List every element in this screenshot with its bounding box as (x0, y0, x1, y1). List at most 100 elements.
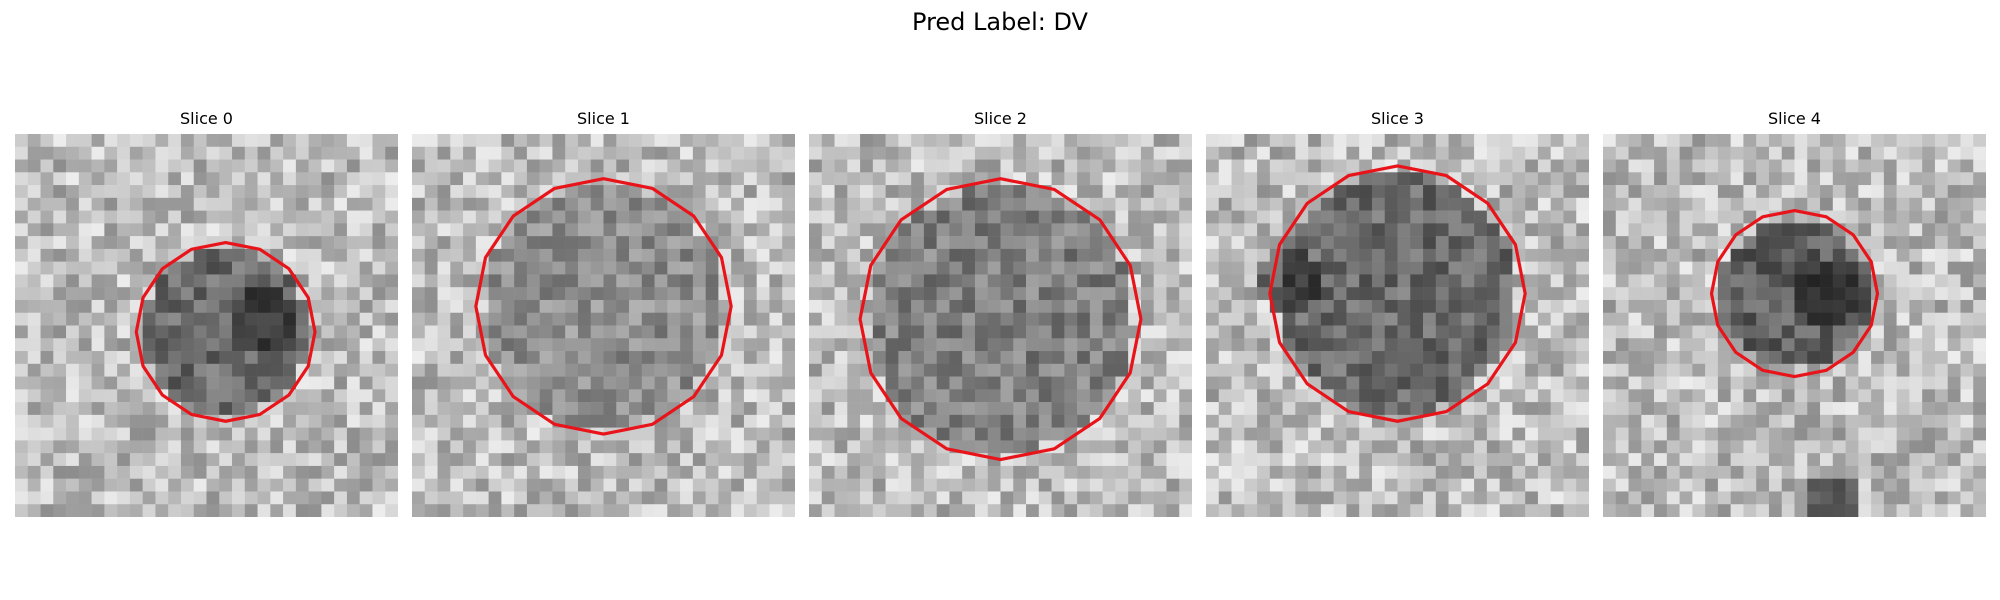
pixel (1269, 363, 1283, 377)
pixel (1896, 210, 1910, 224)
pixel (1000, 440, 1014, 454)
pixel (1781, 197, 1795, 211)
pixel (142, 223, 156, 237)
pixel (1115, 223, 1129, 237)
pixel (1832, 248, 1846, 262)
pixel (1486, 402, 1500, 416)
pixel (526, 440, 540, 454)
pixel (27, 376, 41, 390)
pixel (1269, 465, 1283, 479)
pixel (1499, 376, 1513, 390)
pixel (1295, 414, 1309, 428)
pixel (526, 312, 540, 326)
pixel (692, 325, 706, 339)
pixel (1371, 287, 1385, 301)
pixel (987, 185, 1001, 199)
pixel (244, 427, 258, 441)
pixel (488, 338, 502, 352)
pixel (872, 504, 886, 517)
pixel (1218, 414, 1232, 428)
pixel (193, 325, 207, 339)
pixel (1295, 338, 1309, 352)
pixel (1525, 299, 1539, 313)
pixel (1128, 453, 1142, 467)
pixel (834, 440, 848, 454)
pixel (180, 338, 194, 352)
pixel (1883, 248, 1897, 262)
pixel (27, 504, 41, 517)
pixel (1423, 134, 1437, 148)
pixel (219, 197, 233, 211)
pixel (372, 172, 386, 186)
pixel (1474, 325, 1488, 339)
pixel (1960, 389, 1974, 403)
pixel (1089, 440, 1103, 454)
pixel (219, 351, 233, 365)
pixel (1461, 287, 1475, 301)
pixel (450, 376, 464, 390)
pixel (1603, 197, 1617, 211)
pixel (872, 338, 886, 352)
pixel (1474, 274, 1488, 288)
pixel (1820, 134, 1834, 148)
pixel (1947, 223, 1961, 237)
pixel (142, 197, 156, 211)
pixel (1371, 427, 1385, 441)
pixel (1896, 236, 1910, 250)
pixel (1768, 402, 1782, 416)
pixel (117, 351, 131, 365)
pixel (295, 440, 309, 454)
pixel (1666, 223, 1680, 237)
pixel (257, 376, 271, 390)
pixel (1486, 261, 1500, 275)
pixel (1563, 197, 1577, 211)
pixel (180, 159, 194, 173)
pixel (1371, 248, 1385, 262)
pixel (193, 274, 207, 288)
pixel (705, 376, 719, 390)
pixel (590, 363, 604, 377)
pixel (1000, 402, 1014, 416)
pixel (1333, 312, 1347, 326)
pixel (1794, 325, 1808, 339)
pixel (1051, 491, 1065, 505)
pixel (1397, 363, 1411, 377)
pixel (1537, 338, 1551, 352)
pixel (1550, 389, 1564, 403)
pixel (629, 402, 643, 416)
pixel (385, 363, 398, 377)
pixel (923, 146, 937, 160)
pixel (155, 376, 169, 390)
pixel (1064, 261, 1078, 275)
pixel (1563, 389, 1577, 403)
pixel (885, 351, 899, 365)
pixel (539, 172, 553, 186)
pixel (782, 299, 795, 313)
pixel (577, 351, 591, 365)
pixel (782, 236, 795, 250)
pixel (526, 248, 540, 262)
slice-panel-2: Slice 2 (809, 108, 1192, 517)
pixel (1206, 351, 1220, 365)
pixel (1871, 236, 1885, 250)
pixel (412, 299, 426, 313)
pixel (53, 504, 67, 517)
pixel (1717, 351, 1731, 365)
pixel (692, 274, 706, 288)
pixel (1166, 197, 1180, 211)
pixel (1295, 159, 1309, 173)
pixel (1128, 312, 1142, 326)
pixel (1832, 299, 1846, 313)
pixel (53, 402, 67, 416)
pixel (705, 351, 719, 365)
pixel (1896, 134, 1910, 148)
pixel (782, 261, 795, 275)
pixel (1947, 440, 1961, 454)
pixel (257, 223, 271, 237)
pixel (731, 159, 745, 173)
pixel (885, 210, 899, 224)
pixel (1858, 312, 1872, 326)
pixel (1257, 402, 1271, 416)
pixel (424, 376, 438, 390)
pixel (756, 134, 770, 148)
